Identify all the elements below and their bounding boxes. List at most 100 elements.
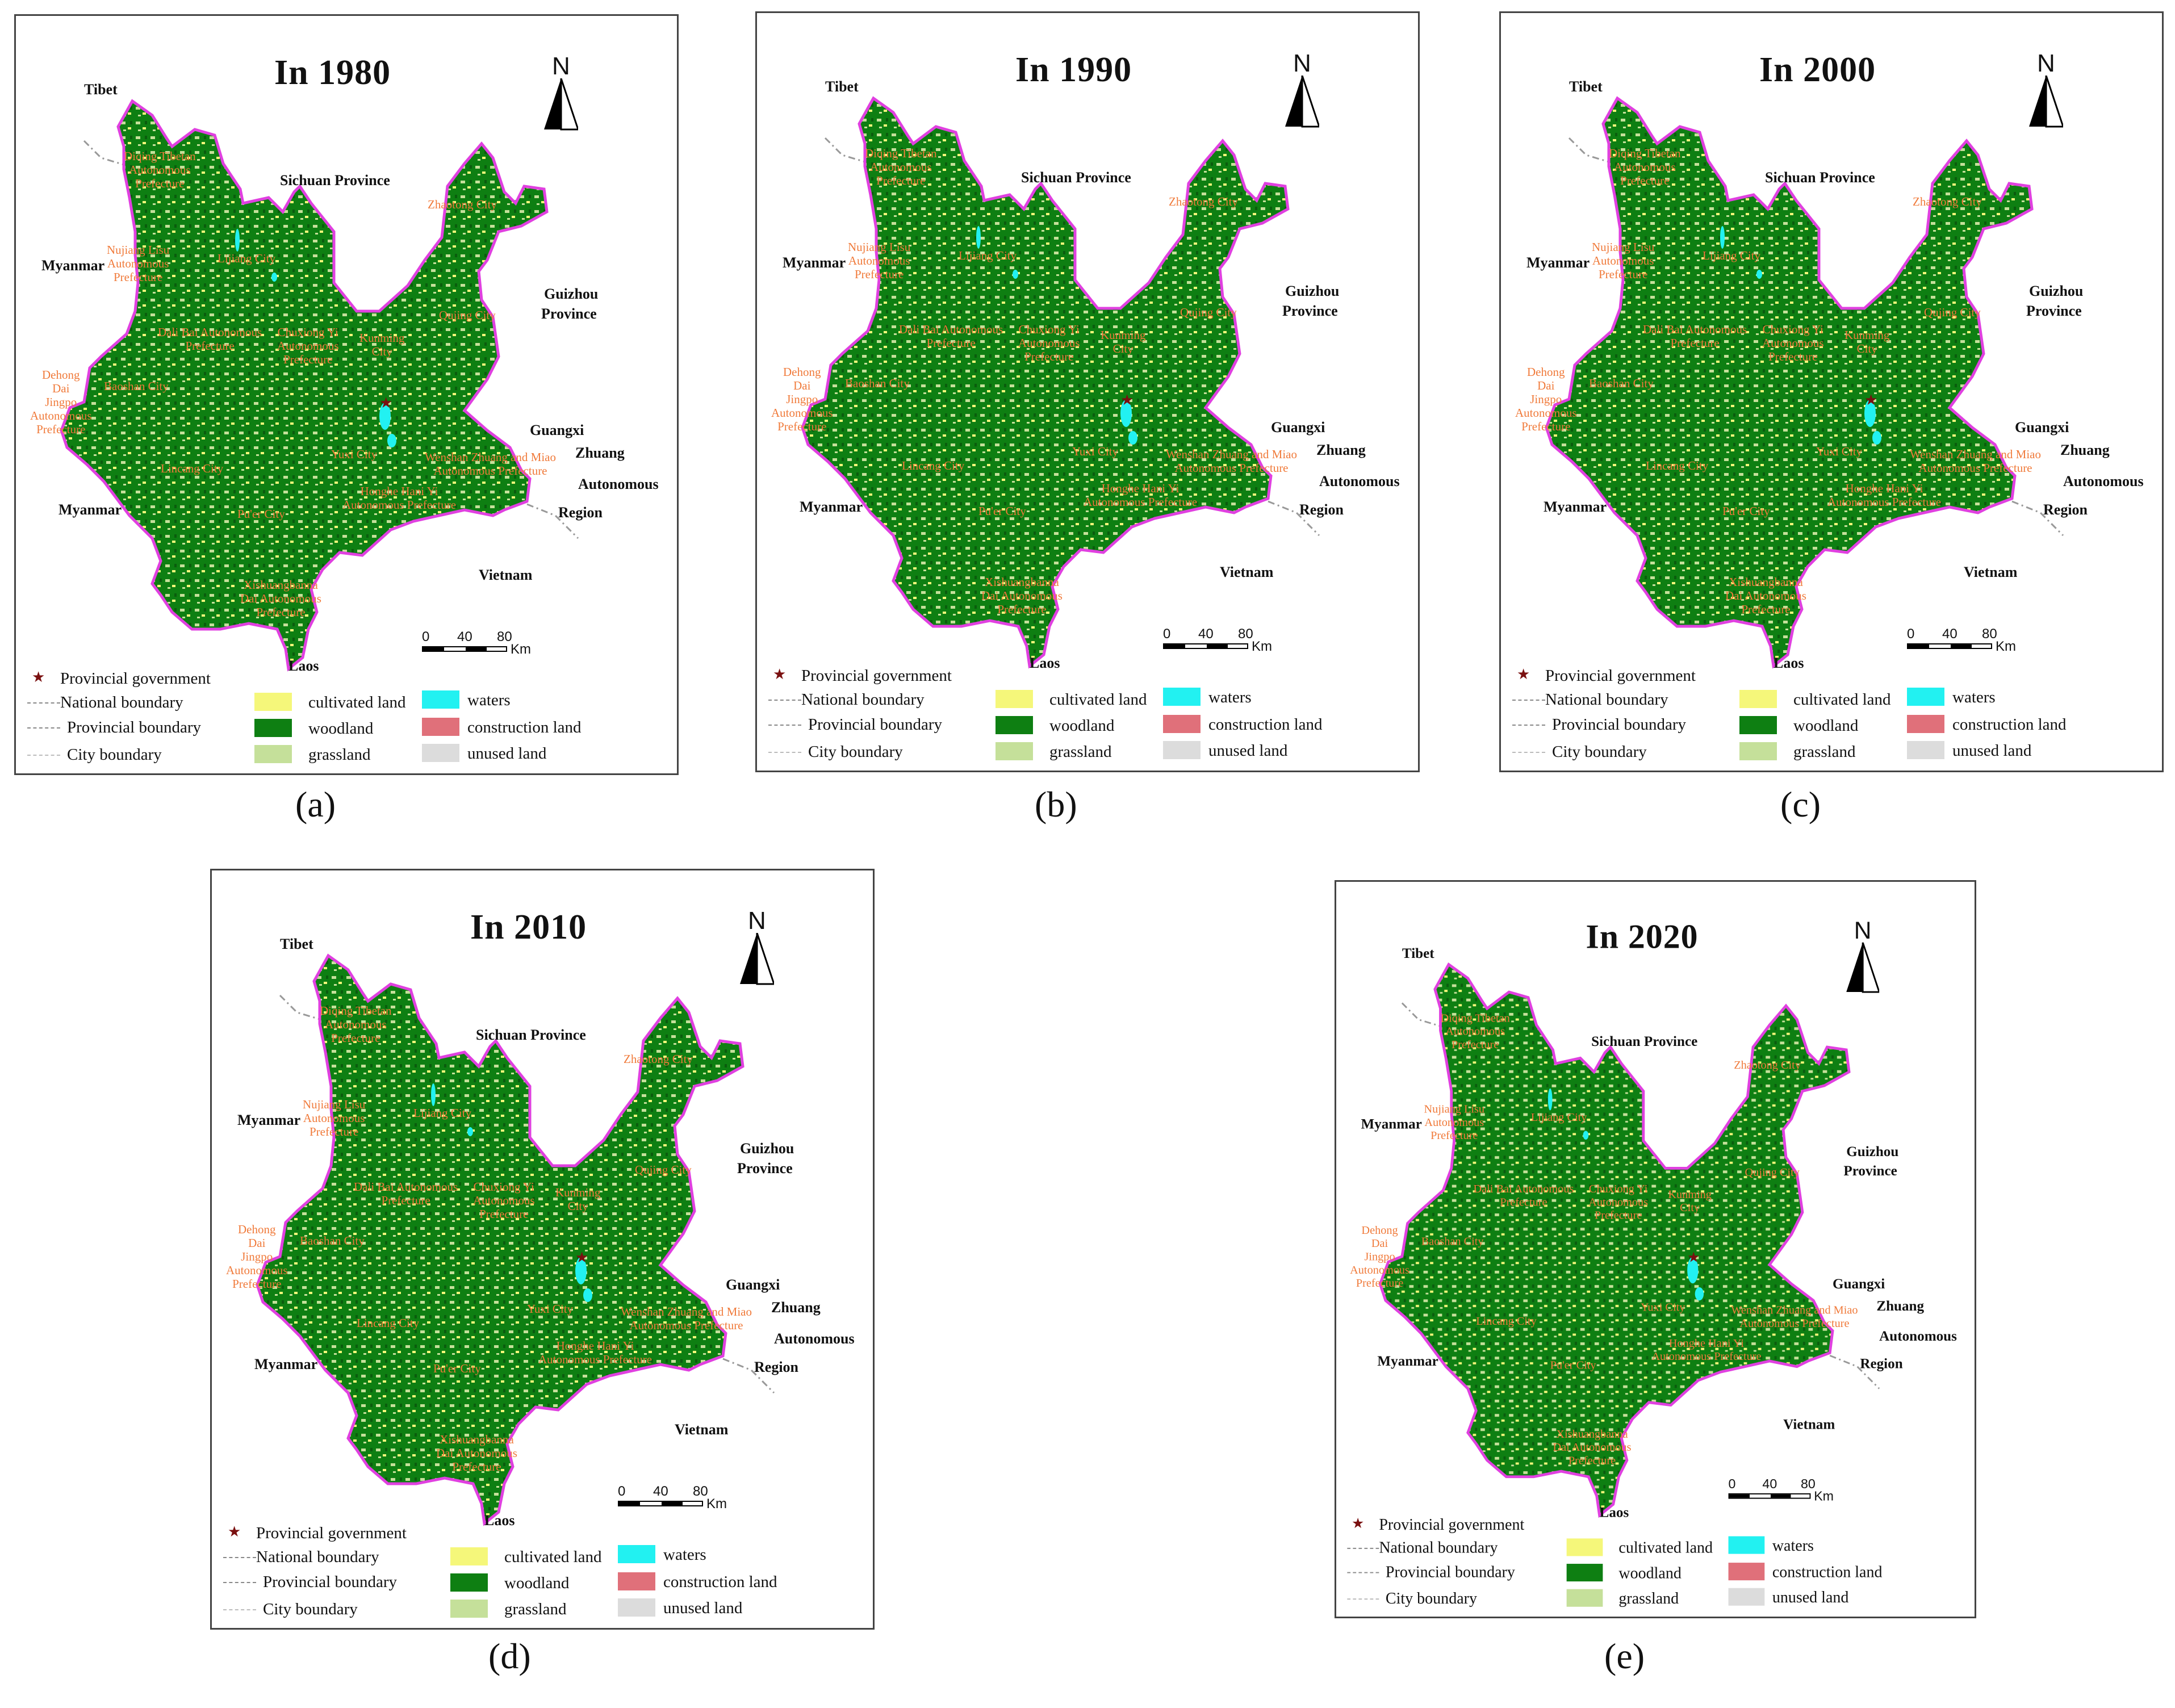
label-guizhou: Guizhou: [1285, 283, 1340, 299]
national-boundary-vietnam: [722, 1358, 775, 1394]
legend-label: City boundary: [263, 1600, 358, 1618]
fuxian-lake: [1128, 431, 1137, 445]
city-label-baoshan: Baoshan City: [1421, 1234, 1484, 1248]
city-label-xishuangbanna: Xishuangbanna Dai Autonomous Prefecture: [981, 575, 1063, 616]
north-letter: N: [1293, 49, 1311, 77]
legend-label: grassland: [504, 1600, 567, 1618]
city-label-dehong: Dehong Dai Jingpo Autonomous Prefecture: [226, 1223, 288, 1291]
city-label-nujiang: Nujiang Lisu Autonomous Prefecture: [1592, 240, 1655, 281]
national-boundary-line: [27, 702, 60, 704]
grassland-swatch: [996, 742, 1033, 760]
yunnan-landuse-map: ★: [256, 953, 775, 1526]
city-label-nujiang: Nujiang Lisu Autonomous Prefecture: [107, 243, 170, 284]
north-arrow: N: [2029, 49, 2063, 132]
provincial-boundary-line: [27, 727, 60, 729]
north-arrow: N: [544, 52, 578, 135]
city-label-kunming: Kunming City: [555, 1186, 601, 1213]
legend: ★ Provincial government National boundar…: [212, 1523, 873, 1628]
waters-swatch: [422, 690, 459, 709]
label-laos: Laos: [1599, 1504, 1629, 1521]
legend-label: waters: [663, 1546, 706, 1564]
unused-land-swatch: [618, 1598, 655, 1617]
construction-land-swatch: [618, 1572, 655, 1590]
city-label-dehong: Dehong Dai Jingpo Autonomous Prefecture: [1350, 1223, 1409, 1290]
scale-bar-graphic: [1907, 643, 1992, 649]
label-guizhou-province: Province: [1282, 303, 1338, 319]
label-guangxi-region: Region: [1860, 1355, 1903, 1372]
city-label-lincang: Lincang City: [1476, 1314, 1537, 1328]
scale-unit: Km: [1814, 1489, 1834, 1504]
legend-label: construction land: [663, 1573, 777, 1591]
city-label-zhaotong: Zhaotong City: [1913, 195, 1982, 208]
construction-land-swatch: [422, 718, 459, 736]
city-label-yuxi: Yuxi City: [1641, 1300, 1685, 1314]
scale-tick-40: 40: [1198, 626, 1214, 642]
panel-caption-b: (b): [1035, 784, 1077, 824]
legend-label: woodland: [1618, 1564, 1682, 1583]
city-label-honghe: Honghe Hani Yi Autonomous Prefecture: [1827, 482, 1942, 509]
legend-label: grassland: [1618, 1589, 1679, 1607]
north-arrow-icon: [1285, 76, 1319, 128]
city-label-chuxiong: Chuxiong Yi Autonomous Prefecture: [1588, 1182, 1649, 1222]
legend: ★ Provincial government National boundar…: [757, 666, 1418, 771]
city-label-nujiang: Nujiang Lisu Autonomous Prefecture: [303, 1098, 366, 1138]
yunnan-province-shape: [256, 953, 744, 1526]
north-letter: N: [1854, 917, 1872, 944]
label-myanmar-south: Myanmar: [800, 499, 863, 515]
label-guangxi: Guangxi: [530, 422, 584, 438]
legend-label: National boundary: [256, 1548, 379, 1566]
city-label-lijiang: Lijiang City: [413, 1106, 472, 1120]
scale-unit: Km: [511, 642, 531, 657]
erhai-lake: [431, 1083, 436, 1106]
label-tibet: Tibet: [84, 81, 118, 98]
legend-label: City boundary: [1552, 743, 1647, 761]
label-guangxi-zhuang: Zhuang: [1316, 442, 1366, 458]
woodland-swatch: [996, 716, 1033, 734]
city-label-kunming: Kunming City: [1844, 328, 1890, 355]
city-label-baoshan: Baoshan City: [104, 379, 169, 393]
label-tibet: Tibet: [825, 78, 859, 95]
label-laos: Laos: [1774, 655, 1804, 671]
city-label-dali: Dali Bai Autonomous Prefecture: [899, 323, 1003, 350]
label-myanmar-north: Myanmar: [41, 257, 105, 274]
unused-land-swatch: [1907, 741, 1944, 759]
provincial-government-star: ★: [379, 395, 392, 411]
legend-label: waters: [1772, 1537, 1814, 1555]
legend-label: unused land: [1208, 742, 1288, 760]
cultivated-land-swatch: [450, 1547, 488, 1565]
yunnan-province-shape: [1378, 962, 1851, 1518]
dianchi-lake: [1864, 400, 1876, 427]
scale-bar-graphic: [422, 646, 507, 652]
label-myanmar-south: Myanmar: [1377, 1353, 1438, 1369]
label-laos: Laos: [1030, 655, 1060, 671]
city-label-honghe: Honghe Hani Yi Autonomous Prefecture: [1651, 1336, 1762, 1363]
label-vietnam: Vietnam: [1220, 564, 1274, 580]
legend-label: City boundary: [1385, 1589, 1477, 1607]
dianchi-lake: [379, 403, 391, 430]
city-label-qujing: Qujing City: [1180, 305, 1237, 319]
label-tibet: Tibet: [280, 936, 313, 952]
city-label-dali: Dali Bai Autonomous Prefecture: [1473, 1182, 1574, 1209]
city-label-wenshan: Wenshan Zhuang and Miao Autonomous Prefec…: [621, 1305, 752, 1332]
north-letter: N: [2037, 49, 2055, 77]
fuxian-lake: [1872, 431, 1881, 445]
city-boundary-line: [768, 752, 801, 753]
yunnan-province-shape: [801, 96, 1290, 669]
city-label-wenshan: Wenshan Zhuang and Miao Autonomous Prefec…: [1910, 447, 2041, 475]
north-arrow-icon: [544, 78, 578, 131]
label-guangxi-zhuang: Zhuang: [771, 1299, 821, 1316]
construction-land-swatch: [1163, 715, 1201, 733]
legend-label: unused land: [663, 1599, 743, 1617]
legend-label: construction land: [1208, 715, 1323, 734]
scale-tick-0: 0: [422, 629, 430, 644]
legend-label: construction land: [1772, 1563, 1883, 1581]
map-title: In 2010: [470, 908, 587, 947]
label-guangxi-zhuang: Zhuang: [2060, 442, 2110, 458]
label-guizhou: Guizhou: [2029, 283, 2084, 299]
lugu-lake: [271, 273, 277, 282]
map-panel-d: ★ In 2010 N Tibet Sichuan Province Myanm…: [210, 869, 875, 1630]
national-boundary-vietnam: [1829, 1354, 1880, 1389]
city-label-diqing: Diqing Tibetan Autonomous Prefecture: [124, 149, 196, 190]
yunnan-landuse-map: ★: [1378, 962, 1880, 1518]
legend: ★ Provincial government National boundar…: [16, 669, 677, 773]
